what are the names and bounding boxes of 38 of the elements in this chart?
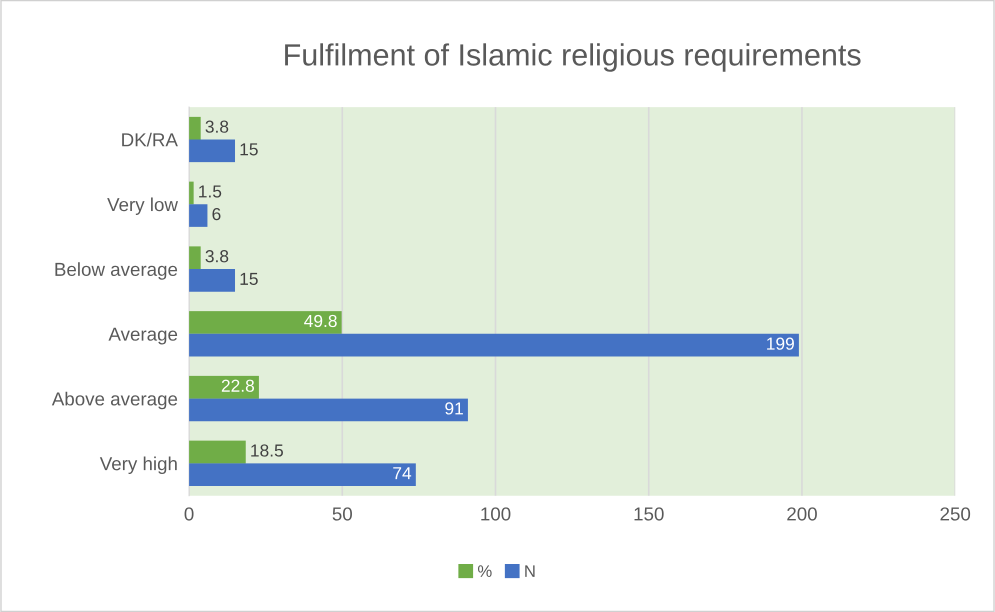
x-tick-label: 50 bbox=[332, 507, 352, 521]
legend-label: % bbox=[478, 565, 492, 577]
bar bbox=[189, 246, 201, 270]
data-label: 91 bbox=[445, 402, 463, 415]
bar bbox=[189, 139, 236, 162]
data-label: 15 bbox=[240, 272, 258, 286]
legend-label: N bbox=[525, 565, 535, 577]
bar bbox=[189, 269, 236, 292]
data-label: 3.8 bbox=[206, 120, 228, 133]
x-tick-label: 150 bbox=[634, 507, 664, 521]
y-tick-label: Very high bbox=[100, 456, 177, 474]
bar bbox=[189, 116, 201, 140]
data-label: 22.8 bbox=[222, 380, 254, 392]
data-label: 15 bbox=[240, 143, 258, 156]
x-tick-label: 0 bbox=[184, 507, 194, 521]
data-label: 199 bbox=[767, 337, 794, 350]
bar bbox=[189, 440, 246, 464]
y-tick-label: Below average bbox=[55, 262, 178, 280]
data-label: 49.8 bbox=[304, 314, 337, 328]
data-label: 3.8 bbox=[206, 250, 228, 262]
bar bbox=[189, 463, 416, 486]
x-tick-label: 200 bbox=[787, 507, 817, 521]
data-label: 18.5 bbox=[251, 444, 283, 457]
bar bbox=[189, 334, 799, 356]
bar bbox=[189, 204, 208, 227]
x-tick-label: 100 bbox=[481, 507, 510, 521]
data-label: 74 bbox=[393, 467, 412, 480]
y-tick-label: Above average bbox=[52, 392, 178, 410]
y-tick-label: Average bbox=[108, 328, 178, 344]
chart-title: Fulfilment of Islamic religious requirements bbox=[285, 43, 861, 72]
bar bbox=[189, 398, 468, 422]
y-tick-label: Very low bbox=[107, 197, 178, 215]
x-tick-label: 250 bbox=[940, 507, 970, 521]
data-label: 6 bbox=[212, 208, 220, 220]
y-tick-label: DK/RA bbox=[122, 132, 178, 146]
bar bbox=[189, 376, 259, 399]
bar bbox=[189, 311, 342, 334]
data-label: 1.5 bbox=[199, 185, 222, 198]
